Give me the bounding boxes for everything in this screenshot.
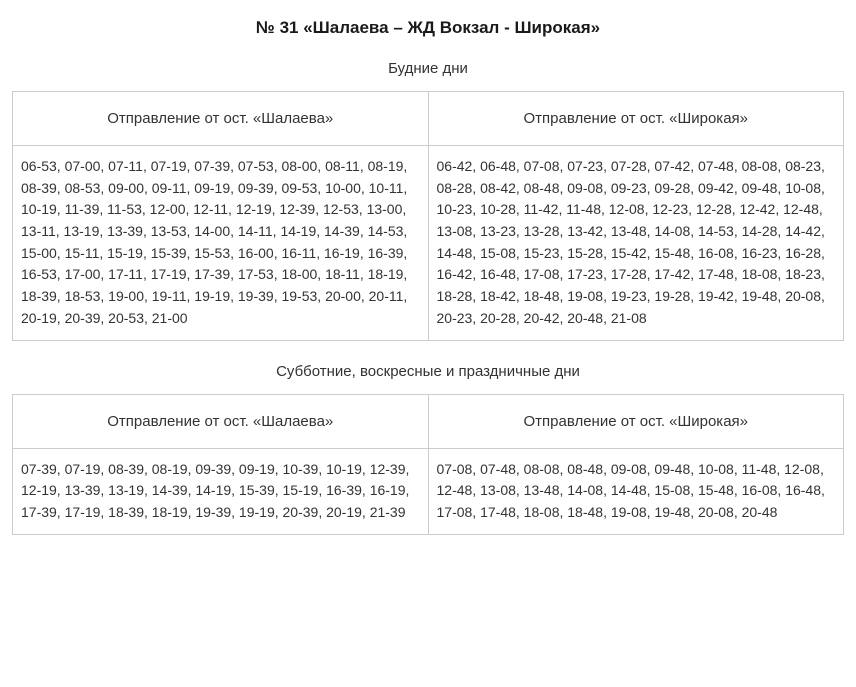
table-row: 06-53, 07-00, 07-11, 07-19, 07-39, 07-53…: [13, 146, 844, 341]
weekday-shirokaya-times: 06-42, 06-48, 07-08, 07-23, 07-28, 07-42…: [428, 146, 844, 341]
route-title: № 31 «Шалаева – ЖД Вокзал - Широкая»: [12, 18, 844, 38]
weekend-table: Отправление от ост. «Шалаева» Отправлени…: [12, 394, 844, 535]
column-header-shirokaya: Отправление от ост. «Широкая»: [428, 394, 844, 448]
weekday-label: Будние дни: [12, 60, 844, 77]
table-header-row: Отправление от ост. «Шалаева» Отправлени…: [13, 92, 844, 146]
weekend-label: Субботние, воскресные и праздничные дни: [12, 363, 844, 380]
weekend-shalaeva-times: 07-39, 07-19, 08-39, 08-19, 09-39, 09-19…: [13, 448, 429, 534]
weekday-shalaeva-times: 06-53, 07-00, 07-11, 07-19, 07-39, 07-53…: [13, 146, 429, 341]
table-row: 07-39, 07-19, 08-39, 08-19, 09-39, 09-19…: [13, 448, 844, 534]
column-header-shalaeva: Отправление от ост. «Шалаева»: [13, 394, 429, 448]
column-header-shirokaya: Отправление от ост. «Широкая»: [428, 92, 844, 146]
weekend-shirokaya-times: 07-08, 07-48, 08-08, 08-48, 09-08, 09-48…: [428, 448, 844, 534]
table-header-row: Отправление от ост. «Шалаева» Отправлени…: [13, 394, 844, 448]
column-header-shalaeva: Отправление от ост. «Шалаева»: [13, 92, 429, 146]
weekday-table: Отправление от ост. «Шалаева» Отправлени…: [12, 91, 844, 341]
